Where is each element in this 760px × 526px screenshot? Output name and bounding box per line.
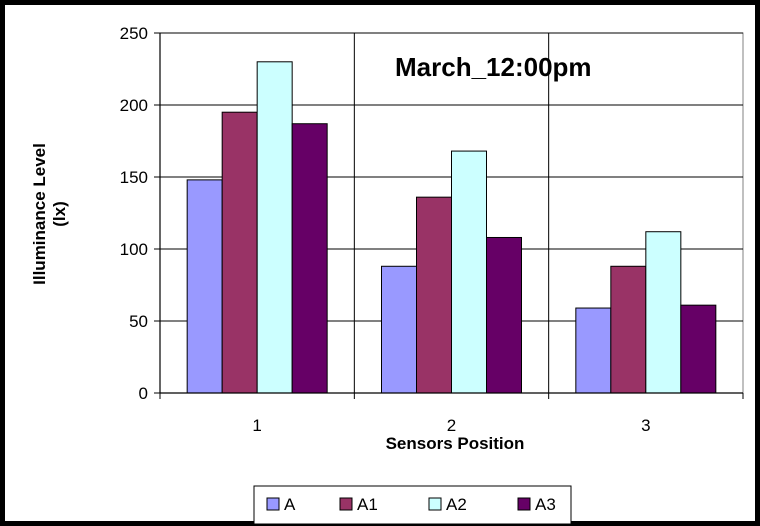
y-tick-label: 150 bbox=[120, 168, 148, 187]
y-axis-title-line-1: Illuminance Level bbox=[30, 143, 49, 285]
legend-swatch-A3 bbox=[517, 497, 531, 511]
bar-A-2 bbox=[381, 265, 417, 394]
x-tick-label: 2 bbox=[447, 416, 456, 435]
y-tick-label: 100 bbox=[120, 240, 148, 259]
bar-A3-1 bbox=[291, 123, 328, 394]
legend-swatch-A2 bbox=[428, 497, 442, 511]
legend: A A1 A2 A3 bbox=[253, 485, 572, 525]
legend-label-A3: A3 bbox=[535, 495, 556, 514]
y-tick-label: 250 bbox=[120, 24, 148, 43]
y-axis-title-line-2: (lx) bbox=[50, 201, 69, 227]
bar-A3-3 bbox=[680, 304, 717, 394]
axes bbox=[154, 32, 744, 399]
legend-label-A1: A1 bbox=[357, 495, 378, 514]
bar-A1-3 bbox=[610, 265, 647, 394]
y-axis-title: Illuminance Level (lx) bbox=[30, 143, 69, 285]
x-tick-label: 1 bbox=[252, 416, 261, 435]
legend-swatch-A bbox=[266, 497, 280, 511]
bar-A-3 bbox=[575, 307, 612, 394]
bar-A2-3 bbox=[645, 231, 682, 394]
bar-A1-2 bbox=[416, 196, 452, 394]
bars bbox=[186, 61, 717, 394]
legend-swatch-A1 bbox=[339, 497, 353, 511]
bar-A3-2 bbox=[486, 236, 522, 394]
x-tick-labels: 1 2 3 bbox=[252, 416, 650, 435]
legend-label-A: A bbox=[284, 495, 296, 514]
y-tick-label: 50 bbox=[129, 312, 148, 331]
legend-label-A2: A2 bbox=[446, 495, 467, 514]
chart-title: March_12:00pm bbox=[395, 52, 592, 82]
x-axis-title: Sensors Position bbox=[386, 434, 525, 453]
bar-A2-1 bbox=[256, 61, 293, 394]
bar-A2-2 bbox=[451, 150, 487, 394]
x-tick-label: 3 bbox=[641, 416, 650, 435]
bar-A1-1 bbox=[221, 111, 258, 394]
y-tick-labels: 0 50 100 150 200 250 bbox=[120, 24, 148, 403]
y-tick-label: 200 bbox=[120, 96, 148, 115]
y-tick-label: 0 bbox=[139, 384, 148, 403]
bar-A-1 bbox=[186, 179, 223, 394]
